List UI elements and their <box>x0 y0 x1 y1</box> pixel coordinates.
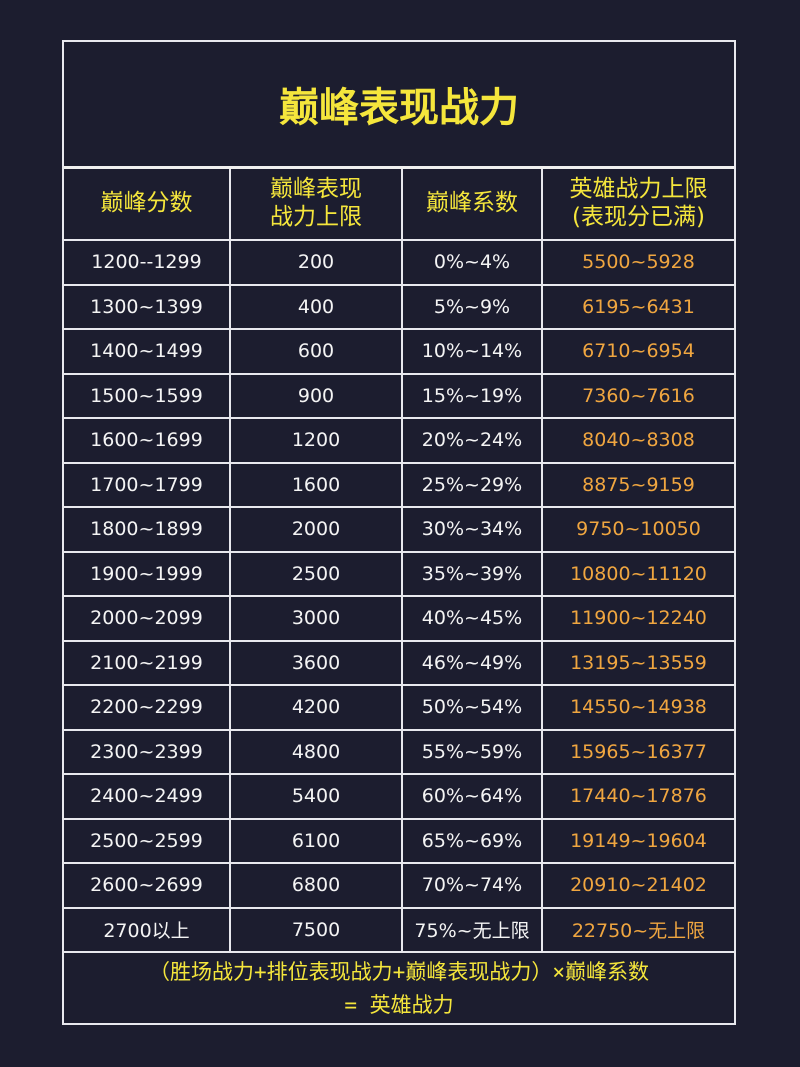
table-cell: 6800 <box>231 864 403 909</box>
table-cell: 9750~10050 <box>543 508 734 553</box>
table-cell: 1700~1799 <box>64 463 231 508</box>
table-cell: 35%~39% <box>403 552 543 597</box>
table-cell: 2100~2199 <box>64 641 231 686</box>
table-cell: 20910~21402 <box>543 864 734 909</box>
table-cell: 46%~49% <box>403 641 543 686</box>
table-cell: 50%~54% <box>403 686 543 731</box>
table-cell: 6100 <box>231 819 403 864</box>
table-cell: 13195~13559 <box>543 642 734 686</box>
table-cell: 2000~2099 <box>64 597 231 642</box>
header-cell: 巅峰表现 战力上限 <box>231 169 403 241</box>
header-cell: 巅峰分数 <box>64 169 231 241</box>
table-cell: 1500~1599 <box>64 374 231 419</box>
table-cell: 1300~1399 <box>64 285 231 330</box>
table-cell: 10800~11120 <box>543 553 734 597</box>
table-cell: 5400 <box>231 775 403 820</box>
table-cell: 17440~17876 <box>543 775 734 820</box>
table-cell: 2500~2599 <box>64 819 231 864</box>
table-cell: 1600~1699 <box>64 419 231 464</box>
table-cell: 22750~无上限 <box>543 909 734 953</box>
table-cell: 3600 <box>231 641 403 686</box>
table-cell: 70%~74% <box>403 864 543 909</box>
table-cell: 5%~9% <box>403 285 543 330</box>
table-cell: 15965~16377 <box>543 731 734 775</box>
table-cell: 0%~4% <box>403 241 543 286</box>
formula: （胜场战力+排位表现战力+巅峰表现战力）×巅峰系数 = 英雄战力 <box>149 960 649 1017</box>
table-cell: 25%~29% <box>403 463 543 508</box>
table-cell: 1900~1999 <box>64 552 231 597</box>
table-cell: 900 <box>231 374 403 419</box>
table-cell: 40%~45% <box>403 597 543 642</box>
table-cell: 2000 <box>231 508 403 553</box>
table-cell: 15%~19% <box>403 374 543 419</box>
table-cell: 7360~7616 <box>543 375 734 419</box>
table-cell: 30%~34% <box>403 508 543 553</box>
table-cell: 1800~1899 <box>64 508 231 553</box>
table-cell: 1200--1299 <box>64 241 231 286</box>
table-cell: 1400~1499 <box>64 330 231 375</box>
table-cell: 20%~24% <box>403 419 543 464</box>
table-cell: 2600~2699 <box>64 864 231 909</box>
table-cell: 55%~59% <box>403 730 543 775</box>
header-cell: 巅峰系数 <box>403 169 543 241</box>
table-frame: 巅峰表现战力 巅峰分数 巅峰表现 战力上限 巅峰系数 英雄战力上限 (表现分已满) 12… <box>62 40 736 1025</box>
title: 巅峰表现战力 <box>64 42 734 169</box>
table-cell: 1200 <box>231 419 403 464</box>
table-cell: 5500~5928 <box>543 241 734 286</box>
table-cell: 4200 <box>231 686 403 731</box>
table-cell: 2400~2499 <box>64 775 231 820</box>
table-cell: 2200~2299 <box>64 686 231 731</box>
table: 巅峰分数 巅峰表现 战力上限 巅峰系数 英雄战力上限 (表现分已满) 1200--129… <box>64 169 734 953</box>
table-cell: 8875~9159 <box>543 464 734 508</box>
table-cell: 65%~69% <box>403 819 543 864</box>
table-cell: 19149~19604 <box>543 820 734 864</box>
table-cell: 6195~6431 <box>543 286 734 330</box>
table-cell: 7500 <box>231 908 403 953</box>
table-cell: 11900~12240 <box>543 597 734 642</box>
table-cell: 4800 <box>231 730 403 775</box>
table-cell: 3000 <box>231 597 403 642</box>
header-cell: 英雄战力上限 (表现分已满) <box>543 169 734 241</box>
table-cell: 600 <box>231 330 403 375</box>
table-cell: 75%~无上限 <box>403 908 543 953</box>
table-cell: 60%~64% <box>403 775 543 820</box>
table-cell: 1600 <box>231 463 403 508</box>
table-cell: 400 <box>231 285 403 330</box>
table-cell: 6710~6954 <box>543 330 734 375</box>
table-cell: 10%~14% <box>403 330 543 375</box>
table-cell: 14550~14938 <box>543 686 734 731</box>
table-cell: 2500 <box>231 552 403 597</box>
table-cell: 2300~2399 <box>64 730 231 775</box>
table-cell: 2700以上 <box>64 908 231 953</box>
table-cell: 200 <box>231 241 403 286</box>
table-cell: 8040~8308 <box>543 419 734 464</box>
